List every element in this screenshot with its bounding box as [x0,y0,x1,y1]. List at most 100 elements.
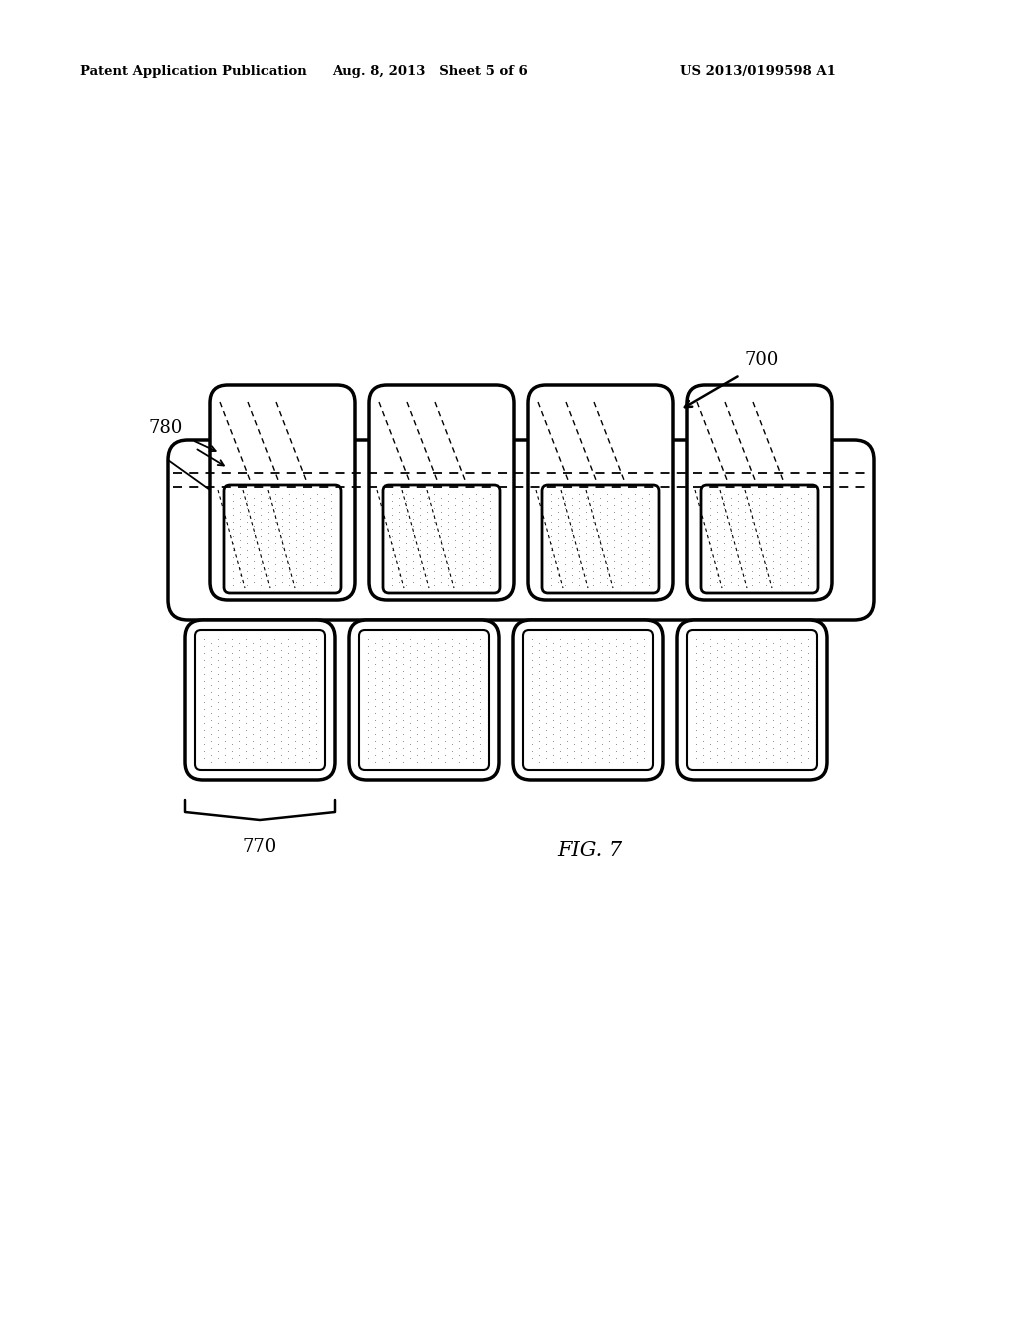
Point [475,487,492,508]
Point [709,543,725,564]
Point [217,632,233,653]
Point [772,635,788,656]
Point [404,543,421,564]
Point [800,540,816,561]
Point [627,540,643,561]
Point [552,741,568,762]
Point [779,521,796,543]
Point [695,694,712,715]
Point [465,702,481,723]
Point [437,723,454,744]
Point [409,667,425,688]
Point [388,664,404,685]
Point [359,747,376,768]
Point [620,529,636,550]
Point [309,491,326,512]
Point [538,685,554,706]
Point [309,483,326,504]
Point [737,681,754,702]
Point [545,702,561,723]
Point [566,677,583,698]
Point [765,543,781,564]
Point [230,737,247,758]
Point [246,557,262,578]
Point [629,702,645,723]
Point [404,487,421,508]
Point [461,500,477,521]
Point [730,525,746,546]
Point [266,747,283,768]
Point [552,628,568,649]
Point [564,521,581,543]
Point [416,671,432,692]
Point [550,500,566,521]
Point [446,536,463,557]
Point [446,572,463,593]
Point [440,498,457,519]
Point [272,730,289,751]
Point [302,508,318,529]
Point [594,649,610,671]
Point [267,519,284,540]
Point [530,681,547,702]
Point [580,671,596,692]
Point [359,713,376,734]
Point [388,698,404,719]
Point [245,730,261,751]
Point [412,574,428,595]
Point [538,671,554,692]
Point [397,511,414,532]
Point [374,643,390,664]
Point [381,653,397,675]
Point [323,561,339,582]
Point [419,572,435,593]
Point [709,681,725,702]
Point [634,521,650,543]
Point [765,715,781,737]
Point [287,639,303,660]
Point [309,504,326,525]
Point [280,685,296,706]
Point [239,574,255,595]
Point [412,561,428,582]
Point [252,726,268,747]
Point [701,671,718,692]
Point [301,723,317,744]
Point [252,628,268,649]
Point [793,667,809,688]
Point [482,519,499,540]
Point [210,685,226,706]
Point [599,519,615,540]
Point [730,504,746,525]
Point [543,568,559,589]
Point [454,540,470,561]
Point [391,500,408,521]
Point [397,532,414,553]
Point [437,639,454,660]
Point [695,702,712,723]
Point [793,639,809,660]
Point [751,500,767,521]
Point [446,500,463,521]
Point [543,511,559,532]
Point [543,546,559,568]
Point [559,751,575,772]
Point [572,709,589,730]
Point [210,692,226,713]
Point [217,653,233,675]
Point [622,664,638,685]
Point [758,719,774,741]
Point [454,532,470,553]
Point [636,649,652,671]
Point [238,685,254,706]
Point [203,730,219,751]
Point [785,519,802,540]
Point [530,709,547,730]
Point [599,532,615,553]
Point [239,546,255,568]
Point [570,525,587,546]
Point [772,705,788,726]
Point [315,508,332,529]
Point [758,671,774,692]
Point [294,734,310,755]
